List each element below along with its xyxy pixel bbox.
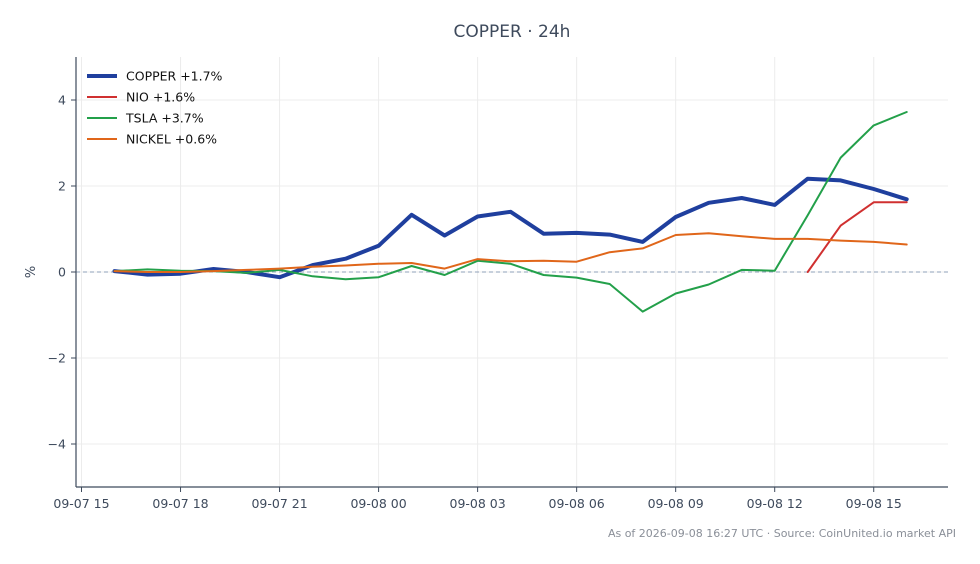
y-tick-label: −4 (48, 437, 66, 452)
series-layer (112, 111, 909, 313)
y-tick-label: −2 (48, 351, 66, 366)
x-tick-label: 09-07 21 (251, 496, 307, 511)
footer-source: As of 2026-09-08 16:27 UTC · Source: Coi… (608, 527, 956, 540)
x-tick-label: 09-08 00 (350, 496, 406, 511)
x-tick-label: 09-08 12 (747, 496, 803, 511)
legend: COPPER +1.7% NIO +1.6% TSLA +3.7% NICKEL +0… (87, 69, 223, 147)
legend-label: NIO +1.6% (126, 90, 195, 105)
series-line-nio (806, 201, 908, 273)
x-tick-label: 09-07 18 (152, 496, 208, 511)
series-line-nickel (113, 232, 908, 273)
tick-labels: 09-07 15 09-07 18 09-07 21 09-08 00 09-08 03… (48, 93, 902, 512)
x-tick-label: 09-07 15 (53, 496, 109, 511)
x-tick-label: 09-08 09 (648, 496, 704, 511)
x-tick-label: 09-08 15 (846, 496, 902, 511)
x-tick-label: 09-08 03 (450, 496, 506, 511)
axes (71, 57, 948, 492)
y-tick-label: 2 (58, 179, 66, 194)
x-tick-label: 09-08 06 (549, 496, 605, 511)
series-line-copper (112, 176, 909, 280)
y-axis-label: % (24, 266, 39, 278)
legend-label: TSLA +3.7% (125, 111, 204, 126)
series-line-tsla (113, 111, 908, 313)
legend-label: NICKEL +0.6% (126, 132, 217, 147)
y-tick-label: 0 (58, 265, 66, 280)
y-tick-label: 4 (58, 93, 66, 108)
chart-title: COPPER · 24h (454, 22, 571, 42)
legend-label: COPPER +1.7% (126, 69, 223, 84)
